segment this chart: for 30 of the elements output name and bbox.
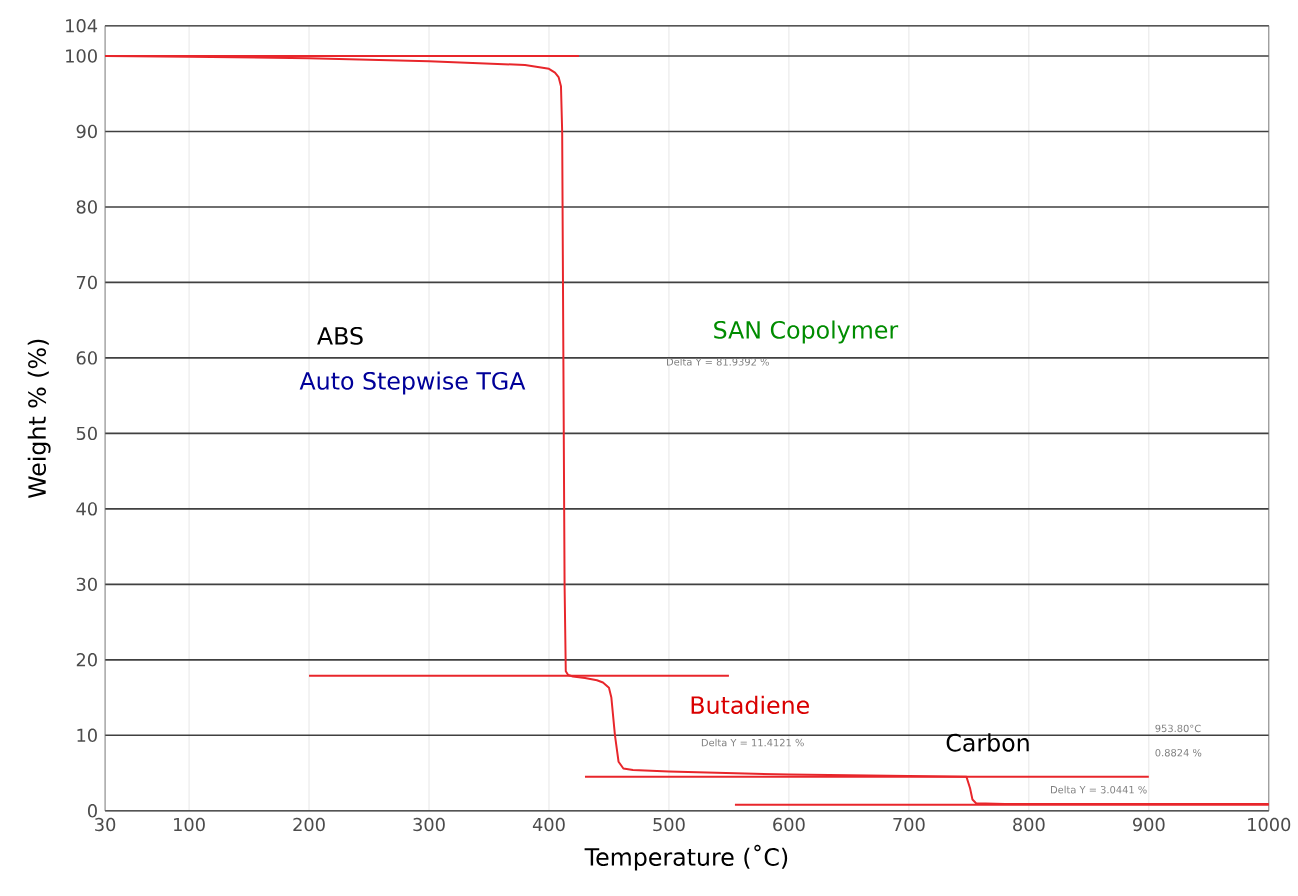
x-axis-title: Temperature (˚C) <box>584 844 788 871</box>
y-axis-title: Weight % (%) <box>27 339 51 499</box>
y-tick-label: 70 <box>76 275 97 290</box>
x-tick-label: 400 <box>532 817 565 832</box>
x-tick-label: 200 <box>293 817 325 832</box>
x-tick-label: 300 <box>413 817 445 832</box>
y-tick-label: 80 <box>76 200 97 214</box>
y-tick-label: 90 <box>76 124 97 139</box>
y-tick-label: 100 <box>66 49 97 63</box>
x-tick-label: 500 <box>653 817 685 832</box>
annotation: ABS <box>317 326 363 345</box>
annotation: Auto Stepwise TGA <box>299 371 526 395</box>
y-tick-label: 0 <box>87 804 97 818</box>
x-tick-label: 700 <box>893 817 925 832</box>
x-tick-label: 1000 <box>1248 817 1291 832</box>
annotation: Carbon <box>946 733 1029 752</box>
y-tick-label: 40 <box>76 502 97 516</box>
x-tick-label: 100 <box>174 817 205 832</box>
x-tick-label: 600 <box>773 817 805 832</box>
y-tick-label: 50 <box>76 426 97 441</box>
y-tick-label: 10 <box>77 728 97 743</box>
y-tick-label: 30 <box>76 577 97 592</box>
x-tick-label: 900 <box>1132 817 1165 832</box>
annotation: Butadiene <box>691 695 809 714</box>
y-tick-label: 60 <box>76 351 97 365</box>
annotation: SAN Copolymer <box>714 320 899 344</box>
y-tick-label: 20 <box>76 653 97 667</box>
y-tick-label: 104 <box>66 19 98 33</box>
x-tick-label: 800 <box>1013 817 1045 832</box>
x-tick-label: 30 <box>95 817 116 832</box>
